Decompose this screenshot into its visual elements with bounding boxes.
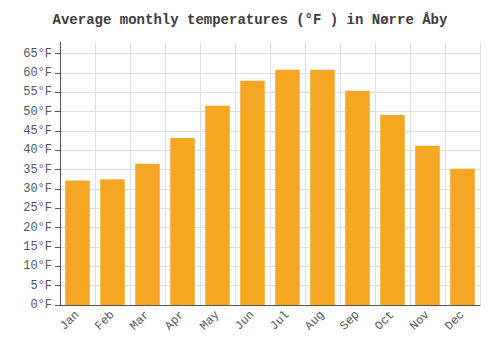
svg-text:Jun: Jun [232,308,257,333]
svg-text:60°F: 60°F [23,66,52,80]
svg-text:20°F: 20°F [23,221,52,235]
svg-text:55°F: 55°F [23,85,52,99]
svg-text:15°F: 15°F [23,240,52,254]
svg-text:40°F: 40°F [23,143,52,157]
svg-text:May: May [197,308,222,333]
svg-text:5°F: 5°F [30,279,52,293]
svg-text:Average monthly temperatures (: Average monthly temperatures (°F ) in Nø… [53,12,448,28]
svg-text:Apr: Apr [162,308,187,333]
svg-text:35°F: 35°F [23,163,52,177]
svg-text:Aug: Aug [302,308,327,333]
svg-text:Mar: Mar [127,308,152,333]
svg-text:Sep: Sep [337,308,362,333]
svg-text:50°F: 50°F [23,105,52,119]
svg-text:Feb: Feb [92,308,117,333]
svg-text:Dec: Dec [442,308,467,333]
svg-text:10°F: 10°F [23,259,52,273]
svg-text:45°F: 45°F [23,124,52,138]
svg-text:0°F: 0°F [30,298,52,312]
svg-text:65°F: 65°F [23,47,52,61]
svg-text:25°F: 25°F [23,201,52,215]
svg-text:Nov: Nov [407,308,432,333]
svg-text:Jul: Jul [267,308,292,333]
svg-text:Oct: Oct [372,308,397,333]
svg-text:Jan: Jan [57,308,82,333]
svg-text:30°F: 30°F [23,182,52,196]
